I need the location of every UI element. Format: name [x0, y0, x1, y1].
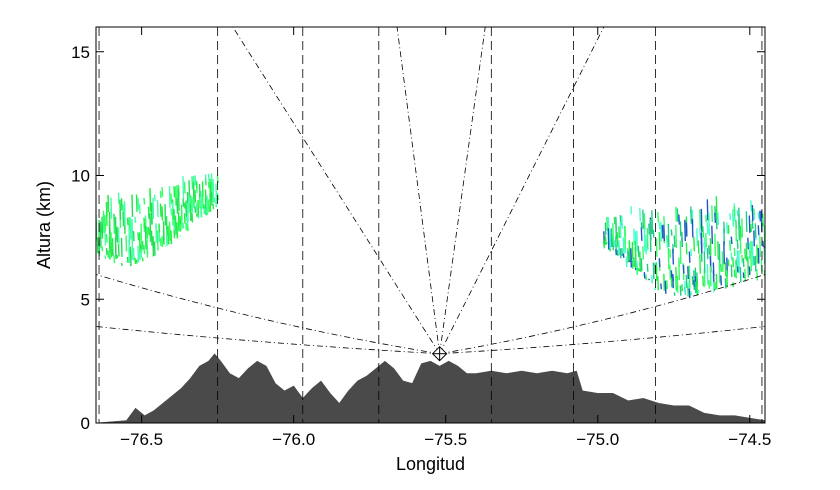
y-tick-label-3: 10: [71, 167, 90, 186]
radar-site-layer: [431, 345, 448, 362]
plot-frame: [95, 26, 766, 424]
x-tick-label-5: −74.5: [728, 430, 771, 449]
beam-line-shallow-3: [439, 274, 765, 355]
x-tick-label-4: −75.0: [576, 430, 619, 449]
y-tick-label-1: 0: [81, 414, 90, 433]
beam-line-steep-4: [439, 27, 605, 354]
echo-region-1: [96, 173, 219, 267]
tick-layer: −76.5 −76.0 −75.5 −75.0 −74.5 0 5 10 15: [71, 27, 771, 449]
y-tick-label-4: 15: [71, 43, 90, 62]
x-tick-label-3: −75.5: [424, 430, 467, 449]
beam-line-steep-1: [232, 27, 440, 354]
radar-site-marker: [431, 345, 448, 362]
x-tick-label-1: −76.5: [120, 430, 163, 449]
terrain-area: [96, 353, 765, 423]
beam-line-steep-3: [439, 27, 486, 354]
beam-line-shallow-2: [96, 326, 440, 355]
vertical-line-layer: [98, 27, 763, 423]
x-axis-label: Longitud: [396, 454, 465, 474]
echo-layer: [96, 173, 765, 298]
y-tick-label-2: 5: [81, 290, 90, 309]
beam-layer: [96, 27, 765, 355]
y-axis-label: Altura (km): [34, 181, 54, 269]
x-tick-label-2: −76.0: [272, 430, 315, 449]
beam-line-steep-2: [396, 27, 441, 354]
echo-region-2: [603, 196, 765, 298]
beam-line-shallow-4: [439, 326, 765, 355]
terrain-layer: [96, 353, 765, 423]
